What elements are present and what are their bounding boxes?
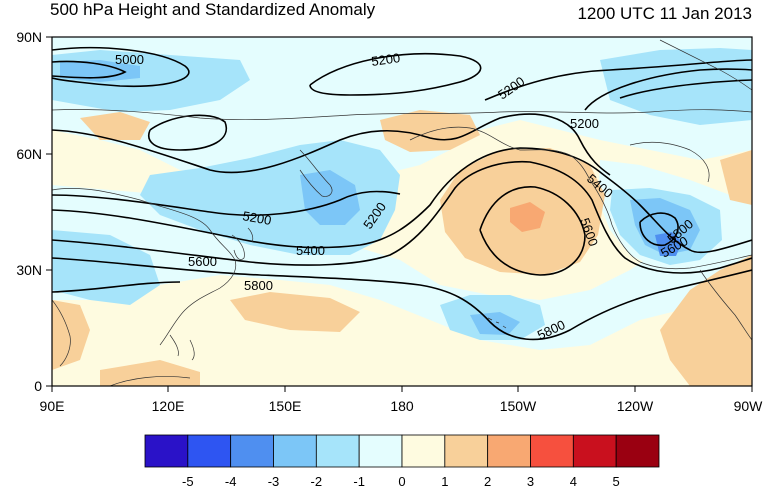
colorbar-label: -5: [182, 474, 194, 488]
contour-5600-loop: [479, 186, 586, 276]
contour-5600-main: [52, 160, 752, 274]
contour-5200-arctic-inner: [619, 79, 752, 99]
lon-label: 120E: [152, 398, 185, 414]
contour-5400: [52, 147, 752, 254]
colorbar-swatch: [144, 434, 189, 468]
colorbar-label: 5: [613, 474, 620, 488]
anomaly-region-gulf-of-alaska-core: [510, 202, 545, 232]
coastline-alaska: [409, 126, 591, 181]
anomaly-region-atlantic: [660, 255, 752, 386]
lon-label: 180: [390, 398, 414, 414]
contour-label: 5800: [244, 278, 273, 293]
coastline-kamchatka: [299, 149, 333, 197]
coastline-asia: [52, 188, 237, 346]
anomaly-region-china: [52, 230, 160, 305]
lon-label: 90W: [734, 398, 764, 414]
lat-label: 90N: [16, 29, 42, 45]
anomaly-region-kamchatka: [300, 170, 360, 225]
contour-5200-central-arctic: [309, 53, 482, 96]
contour-label: 5200: [570, 116, 599, 131]
anomaly-region-east-canada: [720, 150, 752, 205]
anomaly-region-arctic-core: [60, 60, 140, 82]
colorbar-label: -1: [353, 474, 365, 488]
coastline-greenland: [659, 39, 752, 91]
contour-5600-inner: [639, 212, 679, 247]
colorbar-swatch: [358, 434, 403, 468]
colorbar-label: 4: [570, 474, 577, 488]
lat-label: 60N: [16, 146, 42, 162]
lat-label: 30N: [16, 262, 42, 278]
anomaly-region-siberia: [80, 112, 150, 140]
axis-ticks: [46, 36, 753, 392]
colorbar-swatch: [401, 434, 446, 468]
anomaly-region-hawaii-core: [470, 312, 520, 335]
coastline-hawaii: [487, 317, 507, 329]
map-title: 500 hPa Height and Standardized Anomaly: [50, 0, 376, 19]
colorbar-label: -4: [225, 474, 237, 488]
coastline-philippines: [169, 334, 195, 361]
anomaly-region-australia: [100, 360, 200, 386]
colorbar-swatch: [444, 434, 489, 468]
colorbar-swatch: [230, 434, 274, 468]
coastline-india: [52, 299, 71, 367]
lon-label: 120W: [617, 398, 654, 414]
colorbar-label: 3: [527, 474, 534, 488]
coastline-australia: [109, 376, 191, 386]
contour-label: 5200: [370, 50, 401, 69]
contour-5800-south: [52, 281, 181, 293]
contour-5200-main: [52, 113, 611, 176]
colorbar-label: 0: [398, 474, 405, 488]
contour-label: 5000: [115, 52, 144, 67]
contour-label: 5200: [241, 208, 272, 228]
map-timestamp: 1200 UTC 11 Jan 2013: [577, 4, 752, 23]
colorbar-swatch: [315, 434, 360, 468]
anomaly-region-bering: [380, 110, 480, 152]
contour-5800-main: [52, 257, 752, 341]
contour-5000-inner: [52, 60, 127, 79]
colorbar-swatch: [530, 434, 574, 468]
coastline-hudson: [629, 141, 710, 183]
coastline-arctic: [52, 109, 752, 121]
contour-label: 5600: [188, 254, 217, 269]
colorbar: -5 -4 -3 -2 -1 0 1 2 3 4 5: [144, 434, 660, 489]
lon-label: 150E: [269, 398, 302, 414]
coastline-central-america: [699, 269, 752, 341]
height-contours: [52, 46, 752, 341]
colorbar-swatch: [273, 434, 317, 468]
coastline-north-america: [589, 179, 752, 270]
colorbar-swatch: [187, 434, 232, 468]
colorbar-swatch: [615, 434, 660, 468]
lat-label: 0: [34, 378, 42, 394]
contour-5200-arctic-ne: [584, 68, 752, 111]
colorbar-label: -2: [311, 474, 323, 488]
contour-label: 5400: [296, 243, 325, 258]
contour-5000-north: [52, 46, 190, 88]
lon-label: 90E: [40, 398, 65, 414]
anomaly-region-india: [52, 300, 90, 370]
colorbar-label: -3: [268, 474, 280, 488]
contour-5200-pacific: [52, 190, 401, 216]
colorbar-swatch: [487, 434, 531, 468]
colorbar-label: 2: [484, 474, 491, 488]
colorbar-label: 1: [441, 474, 448, 488]
colorbar-swatch: [572, 434, 617, 468]
contour-5200-arctic-outer: [484, 59, 752, 101]
lon-label: 150W: [500, 398, 537, 414]
coastlines: [52, 39, 752, 386]
anomaly-region-subtropical-pacific: [230, 292, 360, 332]
coastline-japan: [231, 227, 254, 260]
